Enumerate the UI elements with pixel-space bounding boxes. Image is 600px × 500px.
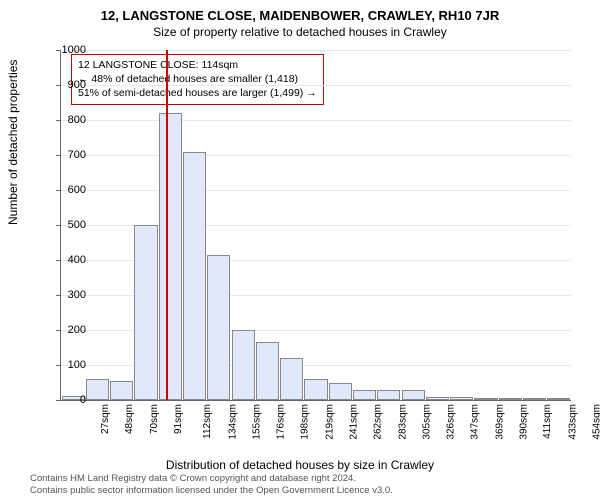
gridline	[61, 155, 571, 156]
chart-subtitle: Size of property relative to detached ho…	[0, 23, 600, 39]
xtick-label: 70sqm	[149, 404, 160, 434]
gridline	[61, 120, 571, 121]
plot-area: 12 LANGSTONE CLOSE: 114sqm ← 48% of deta…	[60, 50, 571, 401]
footer-line2: Contains public sector information licen…	[30, 485, 393, 497]
xtick-label: 176sqm	[276, 404, 287, 440]
ytick-label: 500	[46, 219, 86, 231]
histogram-bar	[547, 398, 570, 400]
xtick-label: 241sqm	[349, 404, 360, 440]
annotation-line3: 51% of semi-detached houses are larger (…	[78, 86, 317, 100]
xtick-label: 112sqm	[202, 404, 213, 439]
xtick-label: 155sqm	[251, 404, 262, 440]
annotation-box: 12 LANGSTONE CLOSE: 114sqm ← 48% of deta…	[71, 54, 324, 105]
xtick-label: 433sqm	[567, 404, 578, 440]
annotation-line1: 12 LANGSTONE CLOSE: 114sqm	[78, 58, 317, 72]
histogram-bar	[159, 113, 182, 400]
gridline	[61, 50, 571, 51]
ytick-label: 300	[46, 289, 86, 301]
xtick-label: 369sqm	[494, 404, 505, 440]
histogram-bar	[523, 398, 546, 400]
footer-line1: Contains HM Land Registry data © Crown c…	[30, 473, 393, 485]
chart-container: 12, LANGSTONE CLOSE, MAIDENBOWER, CRAWLE…	[0, 0, 600, 500]
histogram-bar	[134, 225, 157, 400]
xtick-label: 283sqm	[397, 404, 408, 440]
histogram-bar	[232, 330, 255, 400]
histogram-bar	[329, 383, 352, 401]
xtick-label: 454sqm	[591, 404, 600, 440]
histogram-bar	[183, 152, 206, 401]
ytick-label: 700	[46, 149, 86, 161]
xtick-label: 91sqm	[173, 404, 184, 434]
ytick-label: 400	[46, 254, 86, 266]
histogram-bar	[426, 397, 449, 401]
xtick-label: 305sqm	[421, 404, 432, 440]
histogram-bar	[450, 397, 473, 401]
xtick-label: 262sqm	[373, 404, 384, 440]
xtick-label: 134sqm	[227, 404, 238, 440]
histogram-bar	[256, 342, 279, 400]
x-axis-label: Distribution of detached houses by size …	[0, 458, 600, 472]
chart-title: 12, LANGSTONE CLOSE, MAIDENBOWER, CRAWLE…	[0, 0, 600, 23]
xtick-label: 27sqm	[100, 404, 111, 434]
histogram-bar	[377, 390, 400, 401]
xtick-label: 198sqm	[300, 404, 311, 440]
y-axis-label: Number of detached properties	[6, 60, 20, 225]
xtick-label: 219sqm	[324, 404, 335, 440]
histogram-bar	[207, 255, 230, 400]
histogram-bar	[474, 398, 497, 400]
ytick-label: 600	[46, 184, 86, 196]
ytick-label: 200	[46, 324, 86, 336]
histogram-bar	[280, 358, 303, 400]
histogram-bar	[304, 379, 327, 400]
ytick-label: 900	[46, 79, 86, 91]
gridline	[61, 190, 571, 191]
xtick-label: 390sqm	[519, 404, 530, 440]
ytick-label: 1000	[46, 44, 86, 56]
histogram-bar	[499, 398, 522, 400]
xtick-label: 411sqm	[542, 404, 553, 439]
xtick-label: 326sqm	[446, 404, 457, 440]
ytick-label: 100	[46, 359, 86, 371]
xtick-label: 48sqm	[124, 404, 135, 434]
property-marker-line	[166, 50, 168, 400]
histogram-bar	[86, 379, 109, 400]
gridline	[61, 85, 571, 86]
histogram-bar	[110, 381, 133, 400]
ytick-label: 0	[46, 394, 86, 406]
xtick-label: 347sqm	[470, 404, 481, 440]
footer-text: Contains HM Land Registry data © Crown c…	[30, 473, 393, 497]
histogram-bar	[353, 390, 376, 401]
histogram-bar	[402, 390, 425, 401]
ytick-label: 800	[46, 114, 86, 126]
